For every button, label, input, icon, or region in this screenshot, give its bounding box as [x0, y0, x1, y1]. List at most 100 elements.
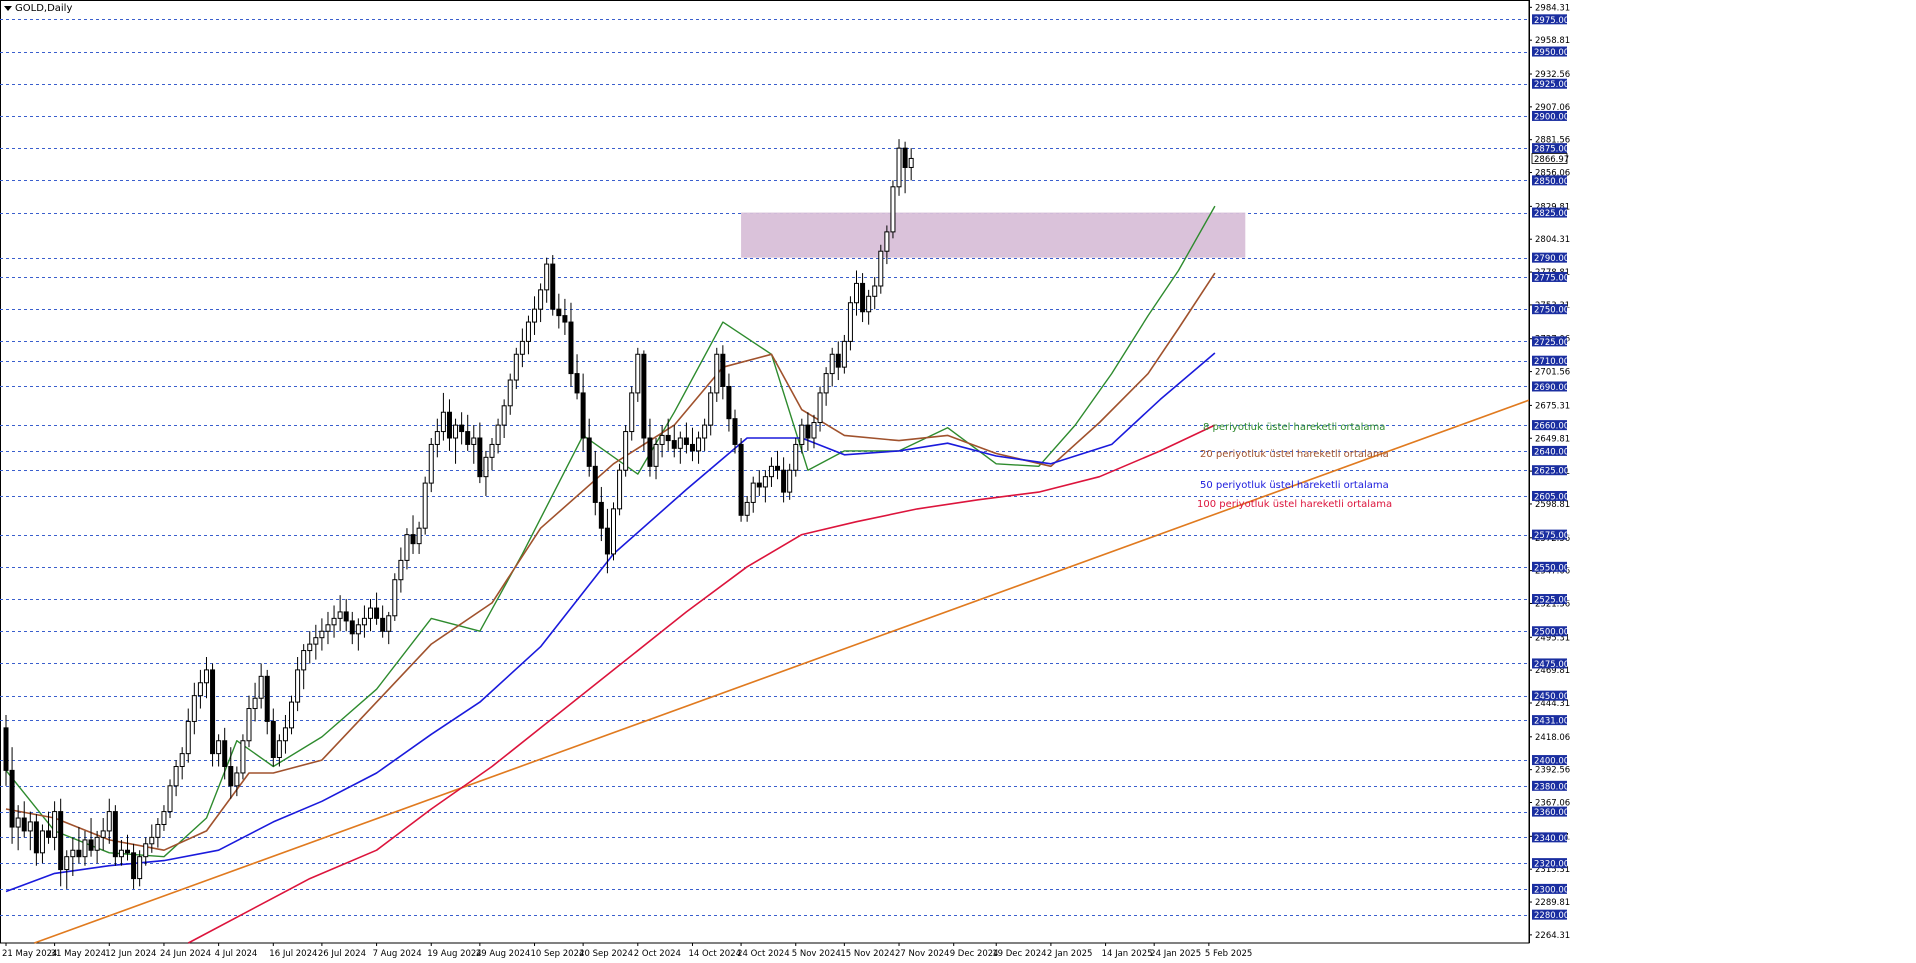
- candle-body-up: [708, 392, 714, 426]
- candle-body-up: [27, 821, 33, 832]
- level-label-text: 2360.00: [1534, 808, 1569, 818]
- candle-body-up: [866, 295, 872, 313]
- chart-header: GOLD,Daily: [4, 3, 72, 14]
- price-tick-label: 2701.56: [1535, 368, 1570, 378]
- level-label-bg: [1532, 304, 1567, 315]
- time-tick-label: 21 May 2024: [2, 949, 57, 959]
- candle-body-down: [264, 675, 270, 722]
- candle-body-down: [805, 424, 811, 439]
- candle-body-up: [173, 766, 179, 787]
- candle-body-up: [276, 740, 282, 758]
- candle: [720, 345, 726, 400]
- candle: [3, 714, 9, 786]
- candle: [161, 805, 167, 831]
- candle-body-down: [222, 740, 228, 768]
- collapse-triangle-icon[interactable]: [4, 6, 12, 11]
- level-label-bg: [1532, 561, 1567, 572]
- candle-body-up: [617, 469, 623, 510]
- price-tick-label: 2367.06: [1535, 799, 1570, 809]
- candle: [404, 528, 410, 570]
- candle: [787, 463, 793, 500]
- candle-body-up: [750, 482, 756, 503]
- level-label: 2625.00: [1532, 465, 1569, 477]
- price-tick-label: 2958.81: [1535, 36, 1570, 46]
- level-label: 2300.00: [1532, 883, 1569, 895]
- level-label: 2850.00: [1532, 175, 1569, 187]
- level-label-text: 2625.00: [1534, 467, 1569, 477]
- candle: [149, 824, 155, 853]
- chart-title: GOLD,Daily: [15, 3, 73, 14]
- candle-body-down: [556, 308, 562, 317]
- candle: [860, 273, 866, 323]
- candle: [841, 334, 847, 374]
- candle: [137, 850, 143, 887]
- candle-body-up: [185, 720, 191, 755]
- candle: [519, 328, 525, 368]
- candle: [823, 367, 829, 406]
- candle: [884, 225, 890, 265]
- candle: [282, 714, 288, 754]
- candle-body-up: [100, 830, 106, 838]
- ema-line-50: [5, 352, 1216, 893]
- level-label-text: 2725.00: [1534, 338, 1569, 348]
- level-label-text: 2710.00: [1534, 357, 1569, 367]
- candle-body-up: [841, 340, 847, 368]
- candle: [586, 418, 592, 477]
- candle-body-down: [210, 669, 216, 755]
- price-tick-label: 2907.06: [1535, 103, 1570, 113]
- candle: [368, 599, 373, 632]
- candle: [380, 605, 386, 638]
- price-tick-label: 2495.31: [1535, 633, 1570, 643]
- level-label-bg: [1532, 445, 1567, 456]
- candle: [64, 850, 70, 889]
- candle-body-up: [203, 669, 209, 684]
- price-tick-label: 2881.56: [1535, 136, 1570, 146]
- candle: [768, 457, 774, 487]
- legend-item-ema-8: 8 periyotluk üstel hareketli ortalama: [1203, 422, 1385, 433]
- candle-body-up: [519, 340, 525, 355]
- level-label: 2950.00: [1532, 46, 1569, 58]
- candle: [568, 302, 574, 387]
- candle: [580, 373, 586, 451]
- candle-body-up: [64, 856, 70, 871]
- candle: [410, 515, 416, 554]
- level-label-bg: [1532, 175, 1567, 186]
- candle: [604, 508, 610, 574]
- candle: [598, 486, 604, 542]
- candle: [477, 422, 483, 484]
- time-tick-label: 14 Oct 2024: [688, 949, 741, 959]
- candle: [203, 657, 209, 699]
- candle: [240, 734, 246, 780]
- candle-body-down: [88, 839, 94, 851]
- candle-body-up: [240, 740, 246, 774]
- candle: [513, 347, 519, 390]
- candle-body-down: [580, 392, 586, 439]
- candle-body-up: [532, 308, 538, 323]
- level-label: 2320.00: [1532, 858, 1569, 870]
- candle: [46, 811, 52, 844]
- candle-body-down: [689, 443, 695, 452]
- level-label-text: 2775.00: [1534, 273, 1569, 283]
- candle: [118, 839, 124, 866]
- price-tick-label: 2829.81: [1535, 202, 1570, 212]
- legend-item-ema-100: 100 periyotluk üstel hareketli ortalama: [1197, 499, 1392, 510]
- candle-body-down: [125, 849, 130, 854]
- candle-body-down: [568, 321, 574, 375]
- level-label-bg: [1532, 78, 1567, 89]
- ema-layer: [5, 205, 1216, 944]
- candle-body-up: [422, 482, 428, 529]
- level-label-bg: [1532, 806, 1567, 817]
- level-label: 2775.00: [1532, 271, 1569, 283]
- candle: [683, 422, 689, 454]
- candle: [179, 747, 185, 780]
- candle-body-up: [854, 282, 859, 304]
- candle-body-up: [483, 456, 489, 478]
- candle-body-up: [70, 849, 76, 858]
- price-tick-label: 2598.81: [1535, 500, 1570, 510]
- level-label: 2605.00: [1532, 490, 1569, 502]
- candle: [714, 347, 720, 402]
- candle: [434, 418, 440, 458]
- legend: 8 periyotluk üstel hareketli ortalama 20 …: [1197, 422, 1392, 510]
